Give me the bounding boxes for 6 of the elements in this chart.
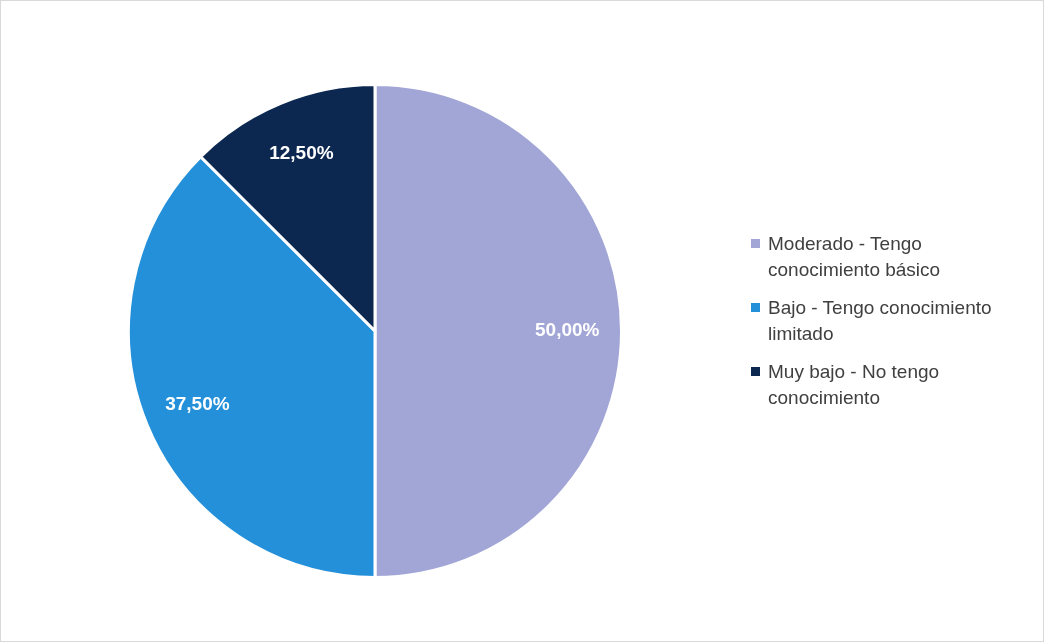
data-label: 12,50% bbox=[269, 141, 334, 163]
legend-label: Bajo - Tengo conocimiento limitado bbox=[768, 296, 993, 346]
legend-label: Moderado - Tengo conocimiento básico bbox=[768, 232, 942, 282]
legend-label: Muy bajo - No tengo conocimiento bbox=[768, 360, 941, 410]
data-label: 37,50% bbox=[165, 392, 230, 414]
data-label: 50,00% bbox=[535, 319, 600, 341]
